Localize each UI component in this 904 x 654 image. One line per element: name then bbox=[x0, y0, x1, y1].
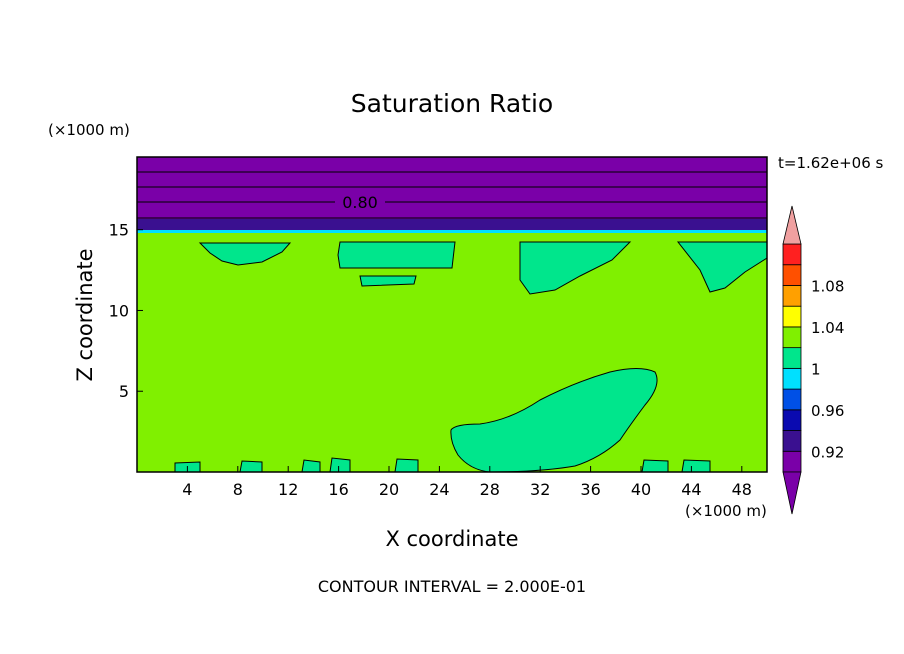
upper-blob-2 bbox=[337, 241, 456, 269]
colorbar-segment-0.9 bbox=[782, 450, 802, 473]
colorbar-under-triangle bbox=[782, 471, 802, 515]
upper-dry-layer bbox=[137, 157, 767, 219]
x-tick-label-8: 8 bbox=[233, 480, 243, 499]
surface-blob-3 bbox=[301, 459, 321, 472]
colorbar-segment-1 bbox=[782, 347, 802, 369]
y-axis: 5 10 15 bbox=[109, 221, 143, 401]
y-unit-label: (×1000 m) bbox=[48, 121, 130, 139]
upper-blob-5 bbox=[676, 241, 767, 293]
upper-blob-3 bbox=[359, 275, 417, 287]
time-label: t=1.62e+06 s bbox=[778, 154, 884, 172]
surface-blob-6 bbox=[641, 459, 669, 472]
transition-band bbox=[137, 219, 767, 230]
footer-contour-interval: CONTOUR INTERVAL = 2.000E-01 bbox=[318, 577, 586, 596]
x-tick-label-28: 28 bbox=[480, 480, 500, 499]
surface-blob-5 bbox=[394, 458, 419, 472]
colorbar: 1.08 1.04 1 0.96 0.92 bbox=[782, 205, 844, 515]
colorbar-segment-1.1 bbox=[782, 243, 802, 266]
surface-blob-7 bbox=[681, 459, 711, 472]
upper-blob-1 bbox=[198, 242, 292, 266]
colorbar-segment-0.92 bbox=[782, 430, 802, 452]
y-tick-label-10: 10 bbox=[109, 301, 129, 320]
x-axis-label: X coordinate bbox=[385, 527, 518, 551]
y-tick-label-5: 5 bbox=[119, 382, 129, 401]
surface-blob-2 bbox=[239, 460, 263, 472]
x-tick-label-20: 20 bbox=[379, 480, 399, 499]
x-tick-label-16: 16 bbox=[328, 480, 348, 499]
colorbar-segment-1.04 bbox=[782, 305, 802, 328]
contour-field bbox=[137, 157, 767, 472]
contour-label: 0.80 bbox=[342, 193, 378, 212]
upper-blob-4 bbox=[519, 241, 632, 295]
colorbar-label-0.92: 0.92 bbox=[811, 443, 844, 461]
colorbar-label-0.96: 0.96 bbox=[811, 402, 844, 420]
x-tick-label-12: 12 bbox=[278, 480, 298, 499]
surface-blob-4 bbox=[329, 457, 351, 472]
colorbar-label-1: 1 bbox=[811, 360, 821, 378]
colorbar-label-1.04: 1.04 bbox=[811, 319, 844, 337]
colorbar-segment-0.98 bbox=[782, 367, 802, 390]
x-tick-label-4: 4 bbox=[182, 480, 192, 499]
colorbar-segment-1.08 bbox=[782, 264, 802, 286]
plot-frame bbox=[136, 156, 768, 473]
lower-large-blob bbox=[450, 368, 658, 472]
x-tick-label-44: 44 bbox=[681, 480, 701, 499]
y-tick-label-15: 15 bbox=[109, 221, 129, 240]
x-tick-label-24: 24 bbox=[429, 480, 449, 499]
x-tick-label-48: 48 bbox=[732, 480, 752, 499]
colorbar-segment-1.02 bbox=[782, 326, 802, 349]
colorbar-segment-0.94 bbox=[782, 409, 802, 431]
x-tick-label-40: 40 bbox=[631, 480, 651, 499]
colorbar-over-triangle bbox=[782, 205, 802, 245]
cyan-band bbox=[137, 230, 767, 233]
x-unit-label: (×1000 m) bbox=[685, 502, 767, 520]
x-tick-label-32: 32 bbox=[530, 480, 550, 499]
x-tick-label-36: 36 bbox=[580, 480, 600, 499]
colorbar-segment-0.96 bbox=[782, 388, 802, 411]
y-axis-label: Z coordinate bbox=[73, 248, 97, 381]
colorbar-label-1.08: 1.08 bbox=[811, 277, 844, 295]
chart-title: Saturation Ratio bbox=[351, 89, 553, 118]
x-axis: 4 8 12 16 20 24 28 32 36 40 44 48 bbox=[182, 466, 752, 499]
colorbar-segment-1.06 bbox=[782, 285, 802, 307]
